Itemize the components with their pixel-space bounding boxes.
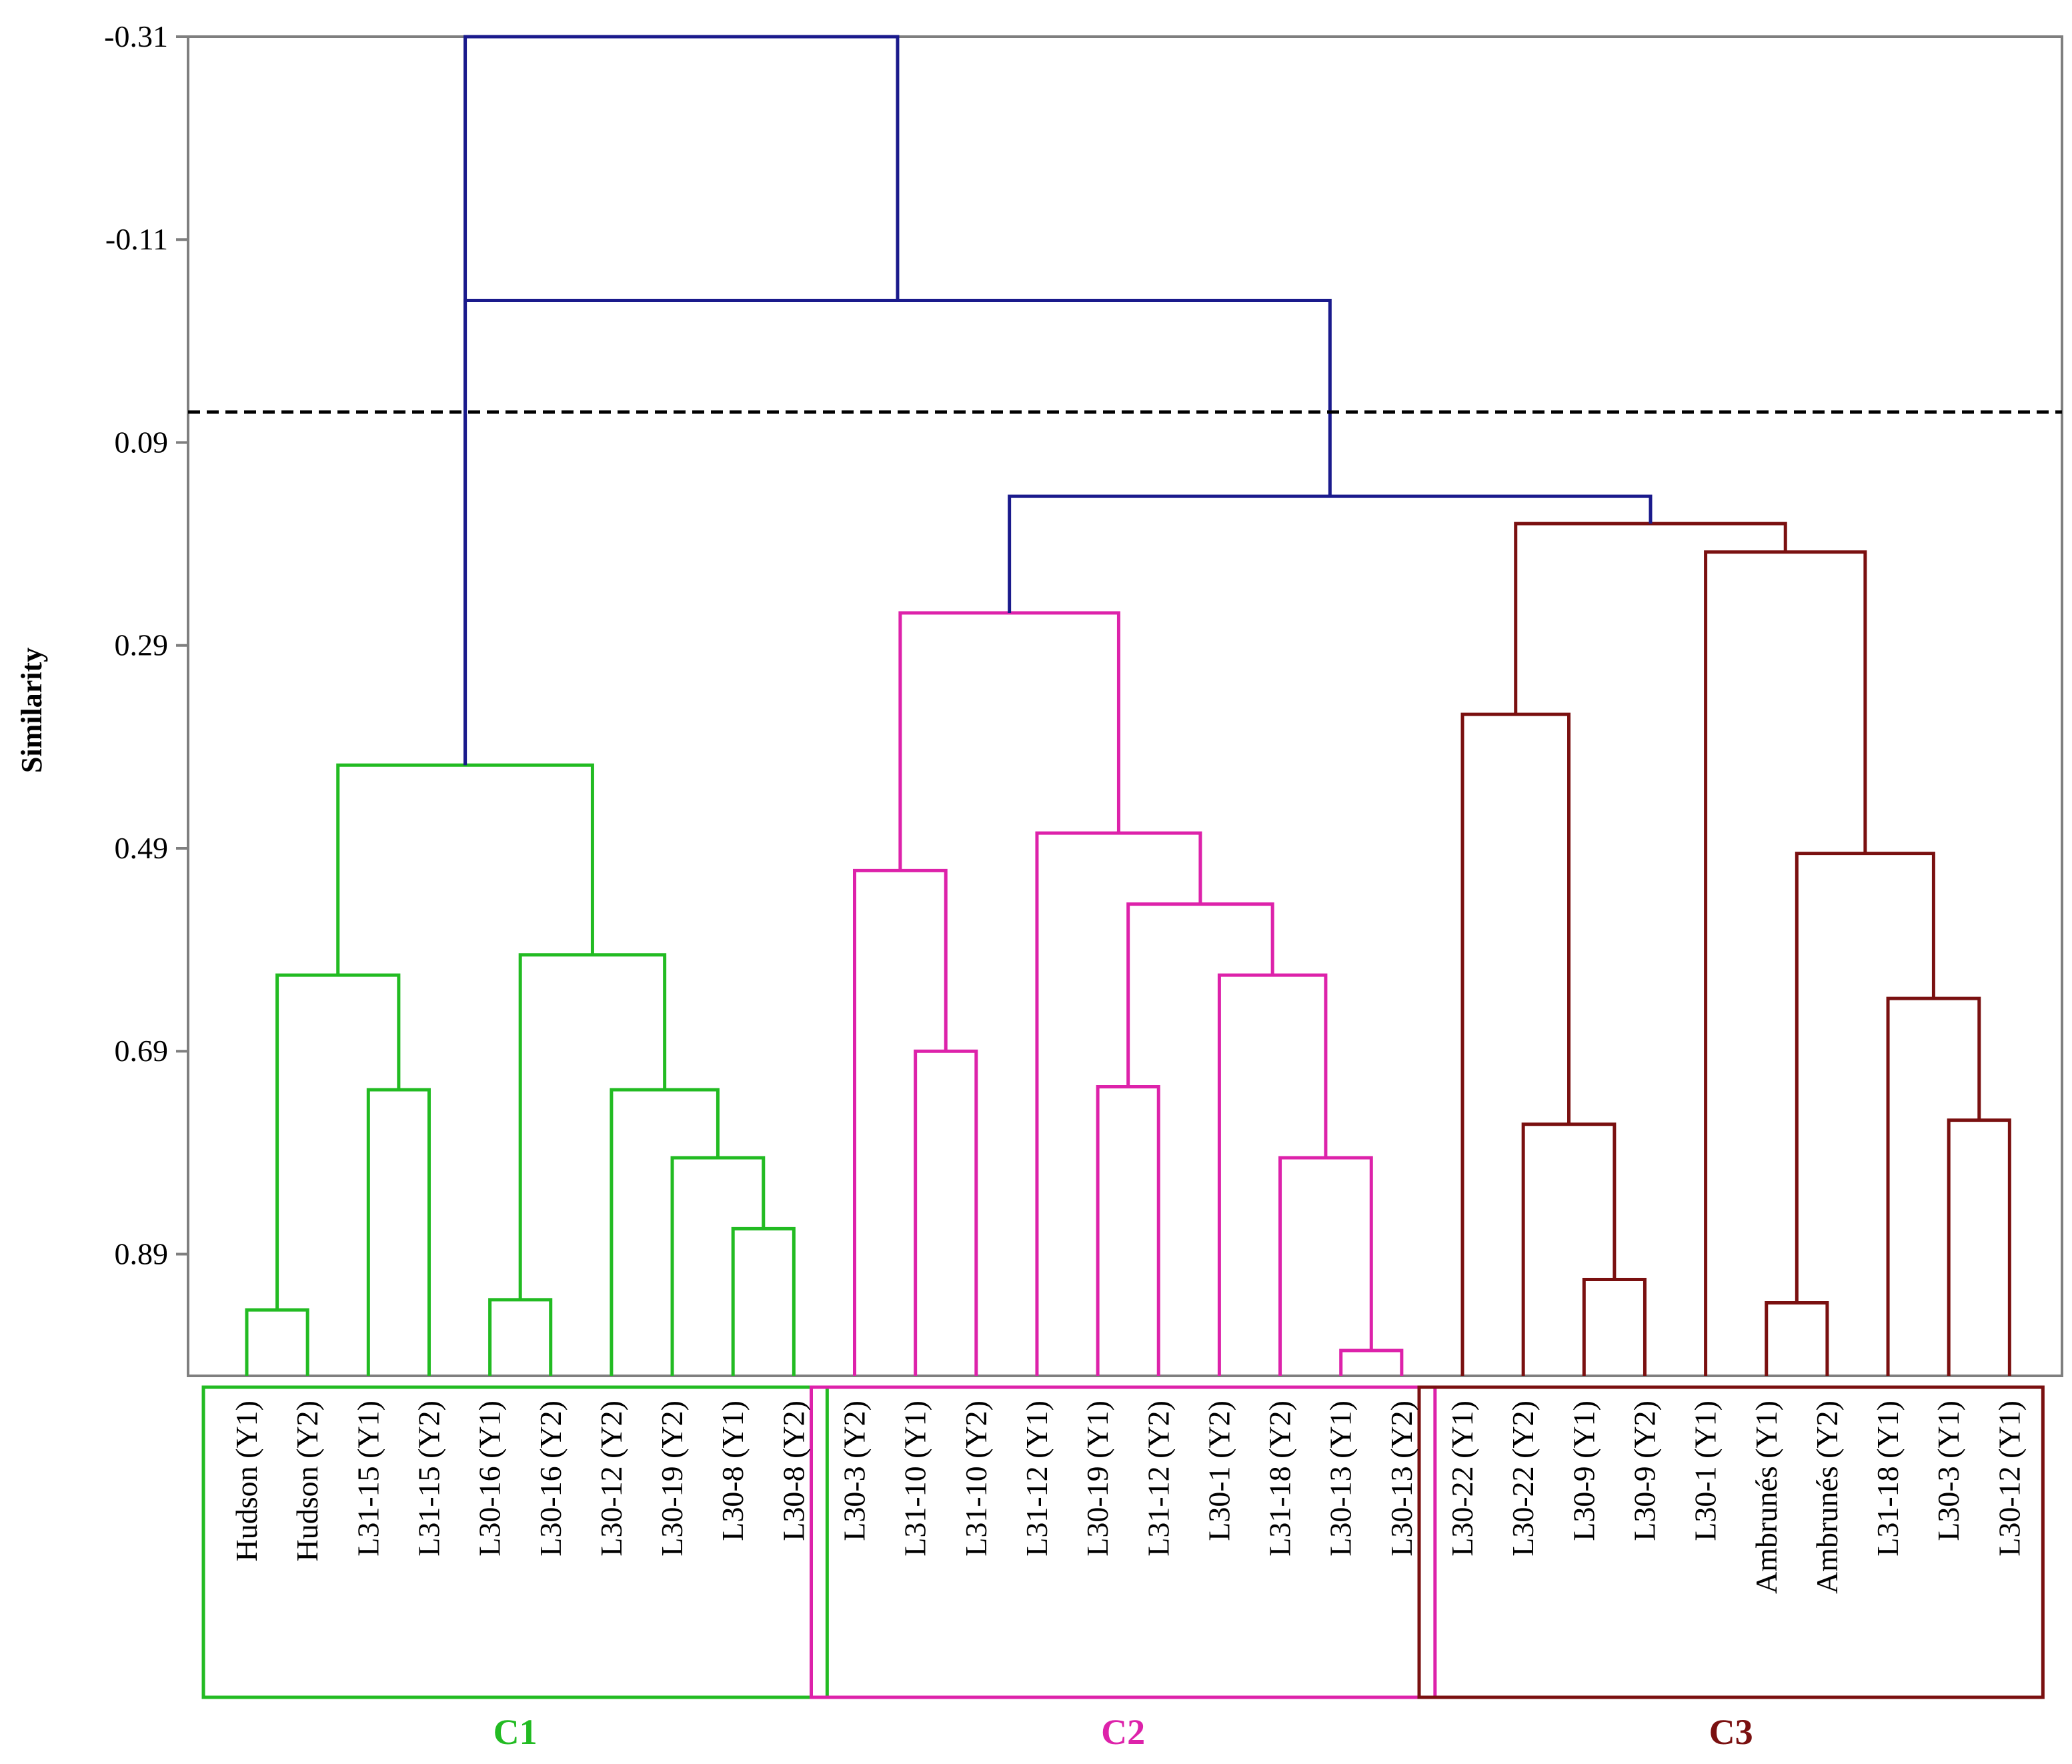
cluster-label: C1 <box>493 1712 538 1752</box>
merge-link <box>1096 1084 1160 1376</box>
y-tick-label: 0.89 <box>115 1236 169 1270</box>
leaf-label: Hudson (Y2) <box>290 1401 324 1561</box>
leaf-label: L30-22 (Y2) <box>1506 1401 1540 1557</box>
plot-frame <box>187 35 2063 1377</box>
merge-link <box>1582 1277 1647 1376</box>
merge-link <box>1460 712 1571 1376</box>
leaf-label: L31-15 (Y1) <box>351 1401 385 1557</box>
y-tick-label: -0.31 <box>104 19 168 53</box>
leaf-label: L30-3 (Y2) <box>838 1401 872 1541</box>
leaf-label: L30-12 (Y2) <box>594 1401 628 1557</box>
leaf-label: L30-8 (Y2) <box>776 1401 810 1541</box>
merge-link <box>366 1088 431 1376</box>
leaf-label: L31-12 (Y1) <box>1020 1401 1054 1557</box>
cluster-box <box>810 1385 1437 1699</box>
leaf-label: L30-9 (Y1) <box>1567 1401 1601 1541</box>
leaf-label: Hudson (Y1) <box>229 1401 263 1561</box>
y-tick-label: 0.29 <box>115 628 169 662</box>
leaf-label: L30-19 (Y2) <box>655 1401 689 1557</box>
cluster-box <box>201 1385 829 1699</box>
merge-link <box>1795 852 1935 1303</box>
merge-link <box>1035 831 1202 1376</box>
leaf-label: L30-1 (Y2) <box>1202 1401 1236 1541</box>
cluster-boxes: C1 C2 C3 <box>201 1385 2045 1752</box>
merge-link <box>1514 522 1787 715</box>
leaf-label: L30-19 (Y1) <box>1080 1401 1114 1557</box>
cluster-label: C2 <box>1101 1712 1145 1752</box>
merge-link <box>518 953 667 1300</box>
merge-link <box>731 1226 796 1376</box>
leaf-label: L31-15 (Y2) <box>411 1401 445 1557</box>
leaf-label: L31-10 (Y2) <box>959 1401 993 1557</box>
leaf-labels: Hudson (Y1) Hudson (Y2) L31-15 (Y1) L31-15 … <box>229 1401 2026 1594</box>
merge-link <box>1217 973 1328 1376</box>
merge-link <box>1886 996 1981 1376</box>
merge-link <box>1278 1156 1373 1376</box>
merge-link <box>1521 1122 1617 1376</box>
merge-link <box>1947 1118 2011 1376</box>
y-tick-label: 0.09 <box>115 425 169 459</box>
merge-link <box>1765 1300 1829 1376</box>
merge-link <box>245 1308 309 1376</box>
merge-link <box>463 35 900 766</box>
merge-link <box>1008 494 1653 614</box>
leaf-label: L31-18 (Y2) <box>1263 1401 1297 1557</box>
y-tick-label: -0.11 <box>105 222 168 256</box>
merge-link <box>275 973 401 1310</box>
leaf-label: Ambrunés (Y2) <box>1810 1401 1844 1594</box>
leaf-label: L30-12 (Y1) <box>1992 1401 2026 1557</box>
merge-link <box>488 1298 553 1376</box>
merge-link <box>1339 1349 1404 1376</box>
leaf-label: L31-10 (Y1) <box>898 1401 932 1557</box>
leaf-label: L30-16 (Y1) <box>473 1401 507 1557</box>
merge-link <box>914 1049 978 1376</box>
leaf-label: L31-12 (Y2) <box>1141 1401 1175 1557</box>
cluster-label: C3 <box>1709 1712 1753 1752</box>
y-axis-label: Similarity <box>15 648 48 773</box>
leaf-label: L30-8 (Y1) <box>716 1401 750 1541</box>
leaf-label: L30-16 (Y2) <box>534 1401 568 1557</box>
leaf-label: Ambrunés (Y1) <box>1749 1401 1783 1594</box>
dendrogram-links <box>245 35 2011 1376</box>
merge-link <box>336 763 594 976</box>
cluster-box <box>1417 1385 2045 1699</box>
leaf-label: L30-1 (Y1) <box>1689 1401 1723 1541</box>
y-axis-ticks: -0.31 -0.11 0.09 0.29 0.49 0.69 0.89 <box>104 19 188 1270</box>
plot-area-border <box>187 35 2063 1377</box>
y-tick-label: 0.49 <box>115 831 169 865</box>
leaf-label: L30-9 (Y2) <box>1627 1401 1661 1541</box>
merge-link <box>610 1088 720 1376</box>
leaf-label: L30-13 (Y1) <box>1324 1401 1358 1557</box>
merge-link <box>853 868 948 1376</box>
leaf-label: L30-3 (Y1) <box>1931 1401 1965 1541</box>
merge-link <box>1126 902 1274 1087</box>
merge-link <box>1704 550 1867 1376</box>
merge-link <box>463 299 1332 766</box>
merge-link <box>670 1156 766 1376</box>
leaf-label: L30-22 (Y1) <box>1445 1401 1479 1557</box>
y-tick-label: 0.69 <box>115 1034 169 1068</box>
leaf-label: L30-13 (Y2) <box>1384 1401 1418 1557</box>
leaf-label: L31-18 (Y1) <box>1871 1401 1905 1557</box>
